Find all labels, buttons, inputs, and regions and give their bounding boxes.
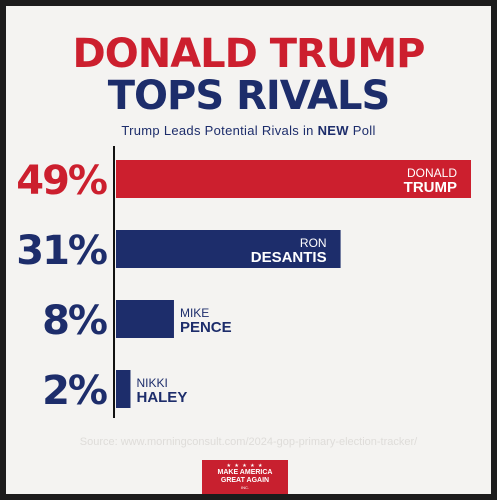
logo-line-2: GREAT AGAIN: [220, 477, 270, 484]
logo-line-1: MAKE AMERICA: [217, 469, 273, 476]
first-name-pence: MIKE: [180, 306, 209, 320]
subtitle-emphasis: NEW: [317, 123, 349, 138]
headline-line-2: TOPS RIVALS: [107, 73, 391, 119]
bar-haley: [116, 370, 131, 408]
subtitle-prefix: Trump Leads Potential Rivals in: [121, 123, 318, 138]
logo-line-3: INC.: [241, 485, 249, 490]
subtitle-suffix: Poll: [348, 123, 376, 138]
last-name-desantis: DESANTIS: [251, 249, 327, 266]
bar-trump: [116, 160, 471, 198]
logo-stars: ★ ★ ★ ★ ★: [226, 463, 264, 469]
first-name-trump: DONALD: [407, 166, 457, 180]
headline-line-1: DONALD TRUMP: [72, 31, 426, 77]
subtitle: Trump Leads Potential Rivals in NEW Poll: [6, 123, 491, 138]
last-name-haley: HALEY: [136, 389, 187, 406]
value-label-pence: 8%: [42, 298, 107, 344]
bar-desantis: [116, 230, 341, 268]
maga-inc-logo: ★ ★ ★ ★ ★ MAKE AMERICA GREAT AGAIN INC.: [202, 460, 288, 494]
last-name-pence: PENCE: [180, 319, 232, 336]
value-label-desantis: 31%: [16, 228, 107, 274]
first-name-desantis: RON: [300, 236, 327, 250]
value-label-trump: 49%: [16, 158, 107, 204]
first-name-haley: NIKKI: [136, 376, 167, 390]
source-note: Source: www.morningconsult.com/2024-gop-…: [79, 436, 418, 448]
value-label-haley: 2%: [42, 368, 107, 414]
infographic-card: DONALD TRUMP TOPS RIVALS Trump Leads Pot…: [6, 6, 491, 494]
bar-pence: [116, 300, 174, 338]
last-name-trump: TRUMP: [404, 179, 457, 196]
